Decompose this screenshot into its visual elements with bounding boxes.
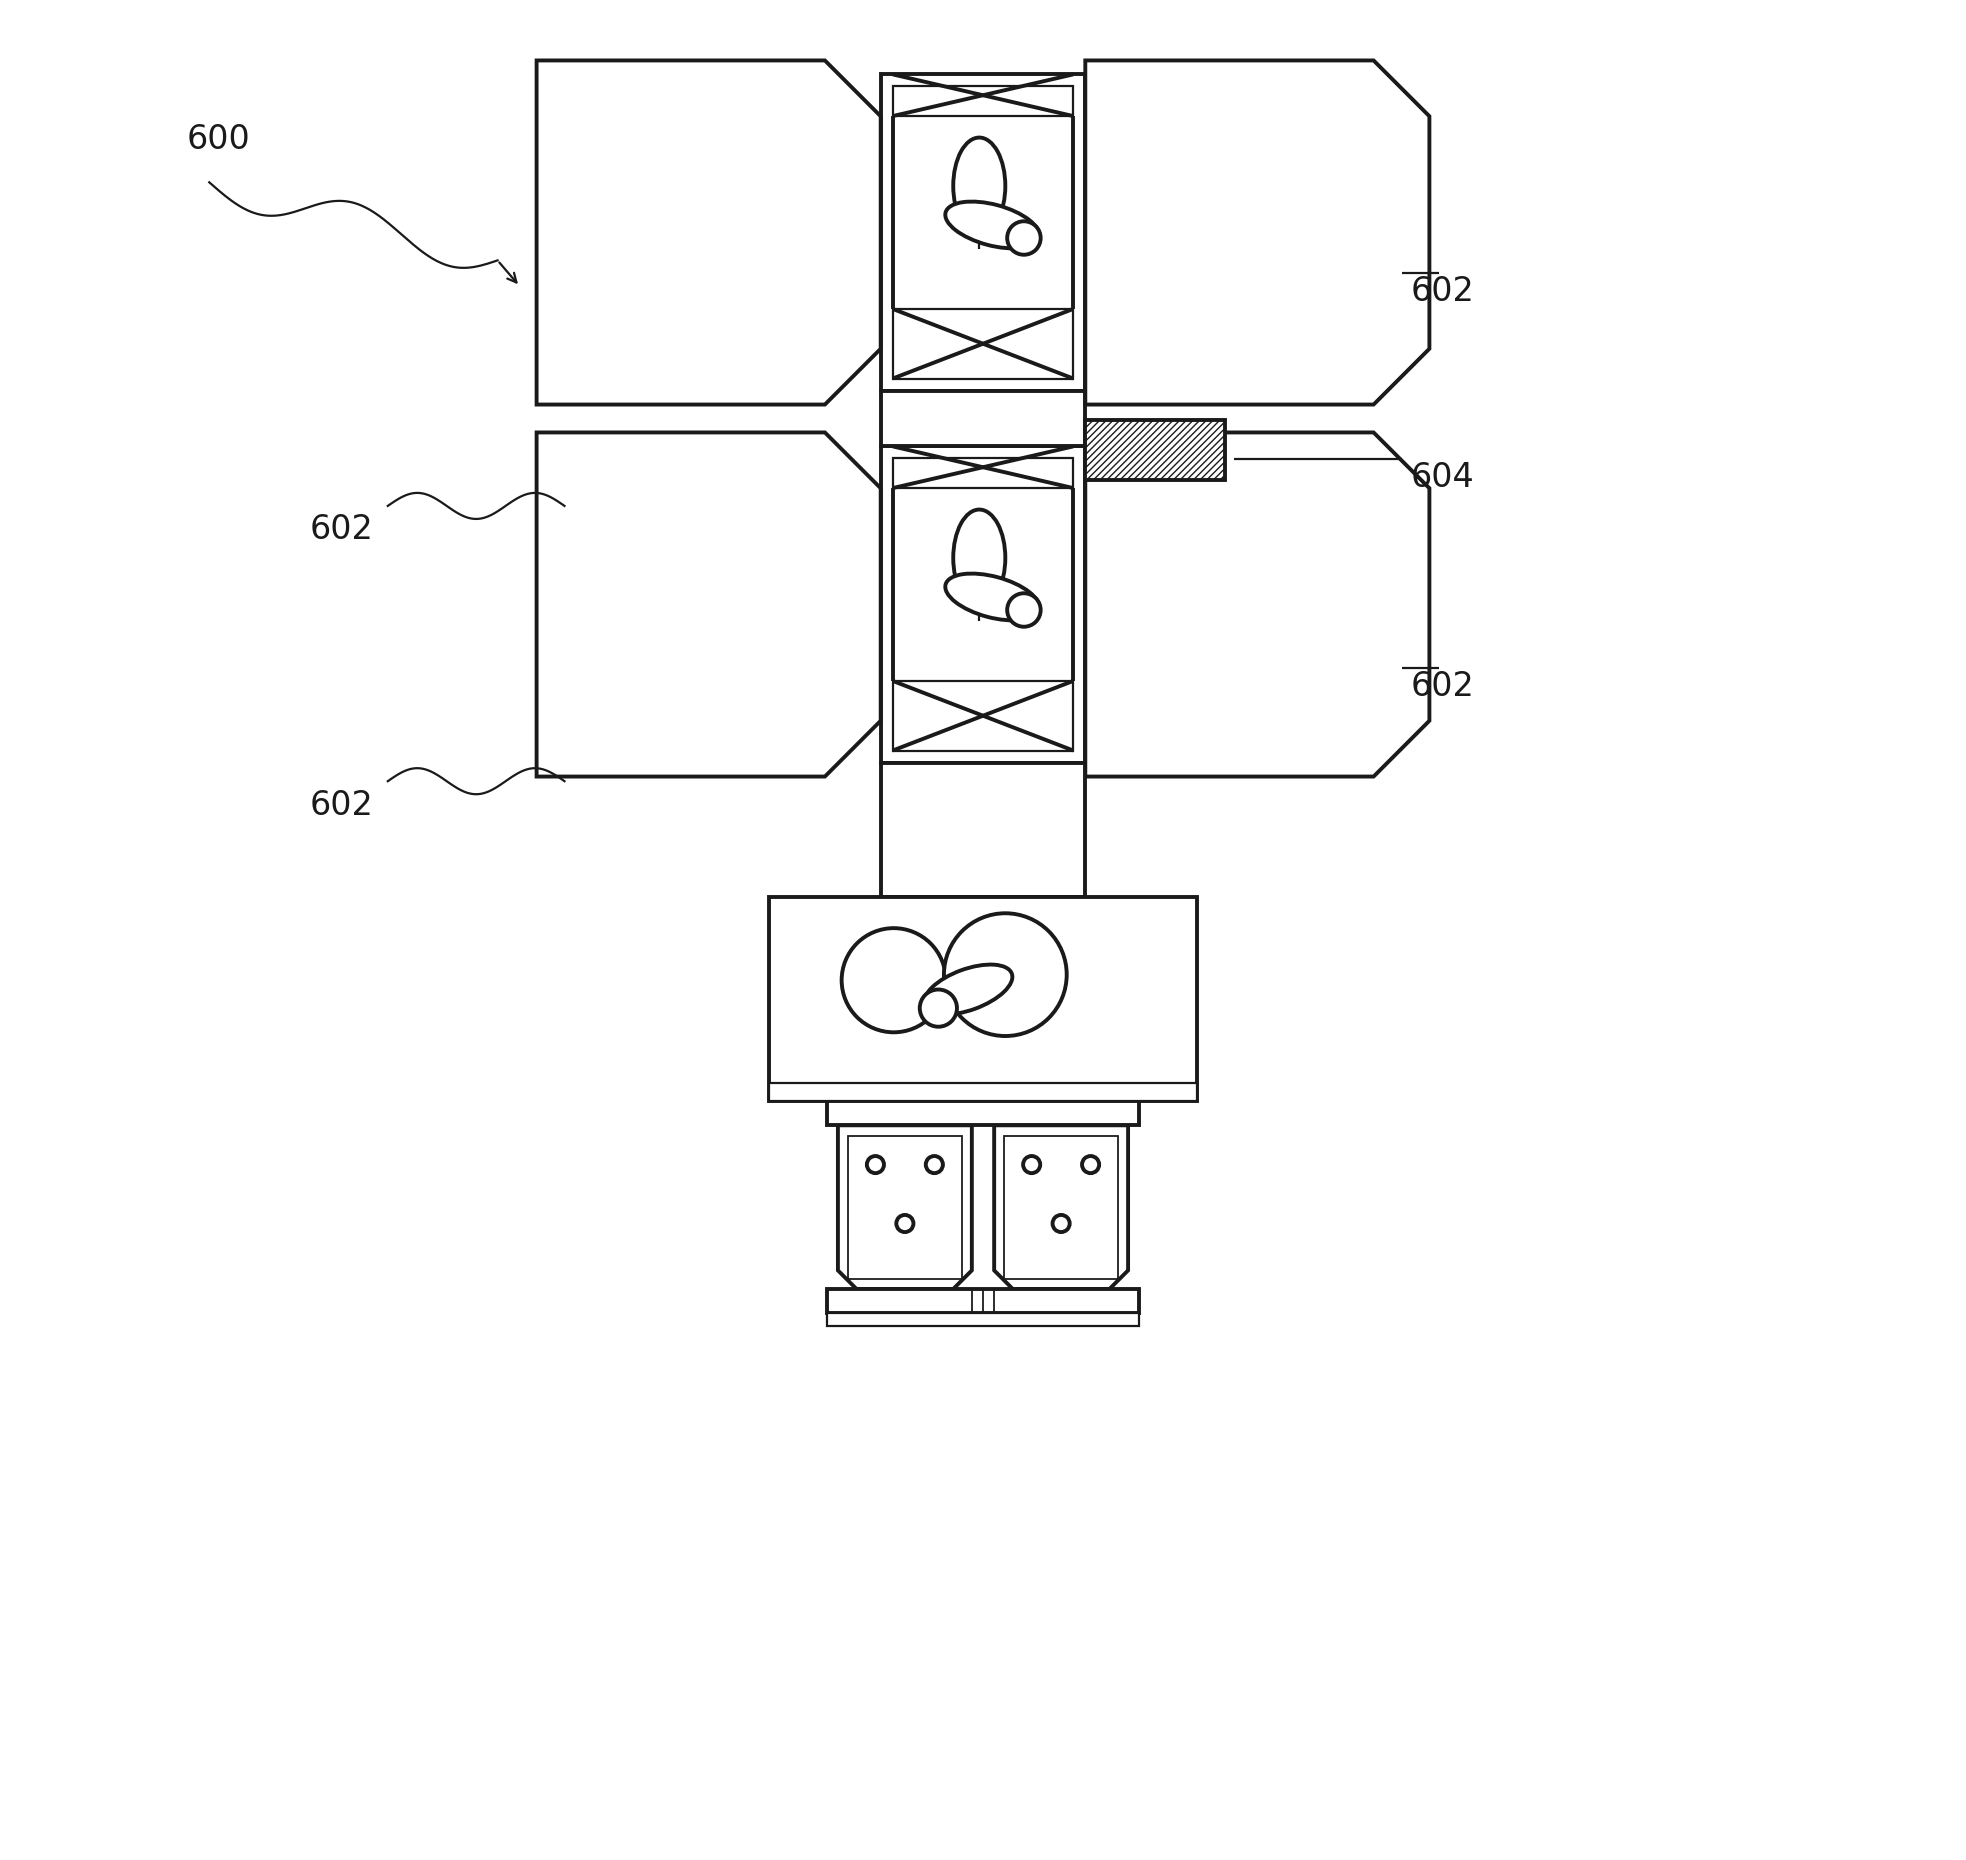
Text: 602: 602 xyxy=(311,789,374,822)
Bar xyxy=(769,897,1197,1101)
Circle shape xyxy=(920,990,957,1027)
Circle shape xyxy=(1022,1157,1040,1174)
Circle shape xyxy=(926,1157,944,1174)
Polygon shape xyxy=(537,433,881,777)
Bar xyxy=(769,1083,1197,1101)
Bar xyxy=(847,1135,961,1280)
Polygon shape xyxy=(1085,433,1429,777)
Circle shape xyxy=(1052,1215,1070,1231)
Text: 600: 600 xyxy=(187,123,252,156)
Polygon shape xyxy=(537,60,881,405)
Polygon shape xyxy=(1085,60,1429,405)
Polygon shape xyxy=(995,1125,1128,1289)
Bar xyxy=(881,74,1085,391)
Bar xyxy=(828,1101,1138,1125)
Bar xyxy=(881,763,1085,897)
Bar xyxy=(828,1289,1138,1313)
Text: 602: 602 xyxy=(311,513,374,547)
Ellipse shape xyxy=(946,201,1040,249)
Ellipse shape xyxy=(924,965,1012,1014)
Text: 602: 602 xyxy=(1412,275,1474,309)
Ellipse shape xyxy=(954,138,1005,234)
Ellipse shape xyxy=(1007,221,1040,255)
Bar xyxy=(881,446,1085,763)
Bar xyxy=(828,1313,1138,1326)
Text: 602: 602 xyxy=(1412,670,1474,703)
Polygon shape xyxy=(838,1125,971,1289)
Circle shape xyxy=(867,1157,885,1174)
Circle shape xyxy=(944,913,1068,1036)
Bar xyxy=(881,391,1085,446)
Ellipse shape xyxy=(946,573,1040,621)
Ellipse shape xyxy=(954,510,1005,606)
Text: 604: 604 xyxy=(1412,461,1474,495)
Bar xyxy=(1005,1135,1119,1280)
Circle shape xyxy=(1081,1157,1099,1174)
Bar xyxy=(1085,420,1225,480)
Circle shape xyxy=(841,928,946,1032)
Bar xyxy=(893,86,1073,378)
Circle shape xyxy=(896,1215,914,1231)
Bar xyxy=(893,459,1073,750)
Ellipse shape xyxy=(1007,593,1040,627)
